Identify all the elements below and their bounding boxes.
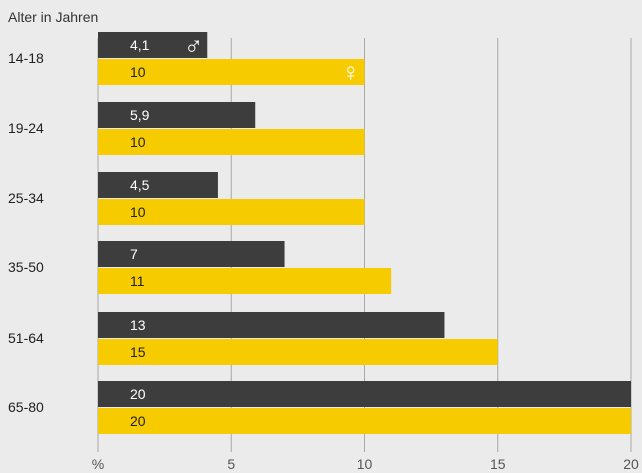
category-label: 65-80 — [8, 399, 44, 415]
bar-value-label: 15 — [130, 344, 146, 360]
bars: 4,1 ♂ 10 ♀ 5,9 10 4,5 10 7 11 13 15 20 20 — [98, 30, 631, 434]
male-symbol-icon: ♂ — [184, 30, 204, 60]
bar-value-label: 4,5 — [130, 177, 150, 193]
bar — [98, 339, 498, 365]
bar-value-label: 10 — [130, 64, 146, 80]
bar-value-label: 5,9 — [130, 107, 150, 123]
category-label: 25-34 — [8, 190, 44, 206]
bar-value-label: 7 — [130, 246, 138, 262]
category-label: 35-50 — [8, 259, 44, 275]
x-tick-label: 15 — [490, 456, 506, 472]
category-label: 19-24 — [8, 120, 44, 136]
bar — [98, 59, 365, 85]
bar — [98, 241, 285, 267]
bar — [98, 199, 365, 225]
category-label: 51-64 — [8, 330, 44, 346]
female-symbol-icon: ♀ — [341, 57, 361, 87]
bar-value-label: 11 — [130, 273, 145, 289]
bar-value-label: 10 — [130, 204, 146, 220]
bar — [98, 408, 631, 434]
bar-value-label: 20 — [130, 413, 146, 429]
x-tick-label: 20 — [623, 456, 639, 472]
bar-value-label: 20 — [130, 386, 146, 402]
bar — [98, 172, 218, 198]
category-label: 14-18 — [8, 50, 44, 66]
bar — [98, 102, 256, 128]
chart-title: Alter in Jahren — [8, 9, 98, 25]
bar — [98, 312, 445, 338]
bar — [98, 268, 392, 294]
bar — [98, 32, 208, 58]
category-labels: 14-18 19-24 25-34 35-50 51-64 65-80 — [8, 50, 44, 415]
bar-value-label: 4,1 — [130, 37, 150, 53]
bar — [98, 129, 365, 155]
x-axis-tick-labels: % 5 10 15 20 — [92, 456, 639, 472]
x-tick-label: 5 — [227, 456, 235, 472]
bar — [98, 381, 631, 407]
bar-value-label: 10 — [130, 134, 146, 150]
x-tick-label: % — [92, 456, 104, 472]
bar-value-label: 13 — [130, 317, 146, 333]
x-tick-label: 10 — [357, 456, 373, 472]
